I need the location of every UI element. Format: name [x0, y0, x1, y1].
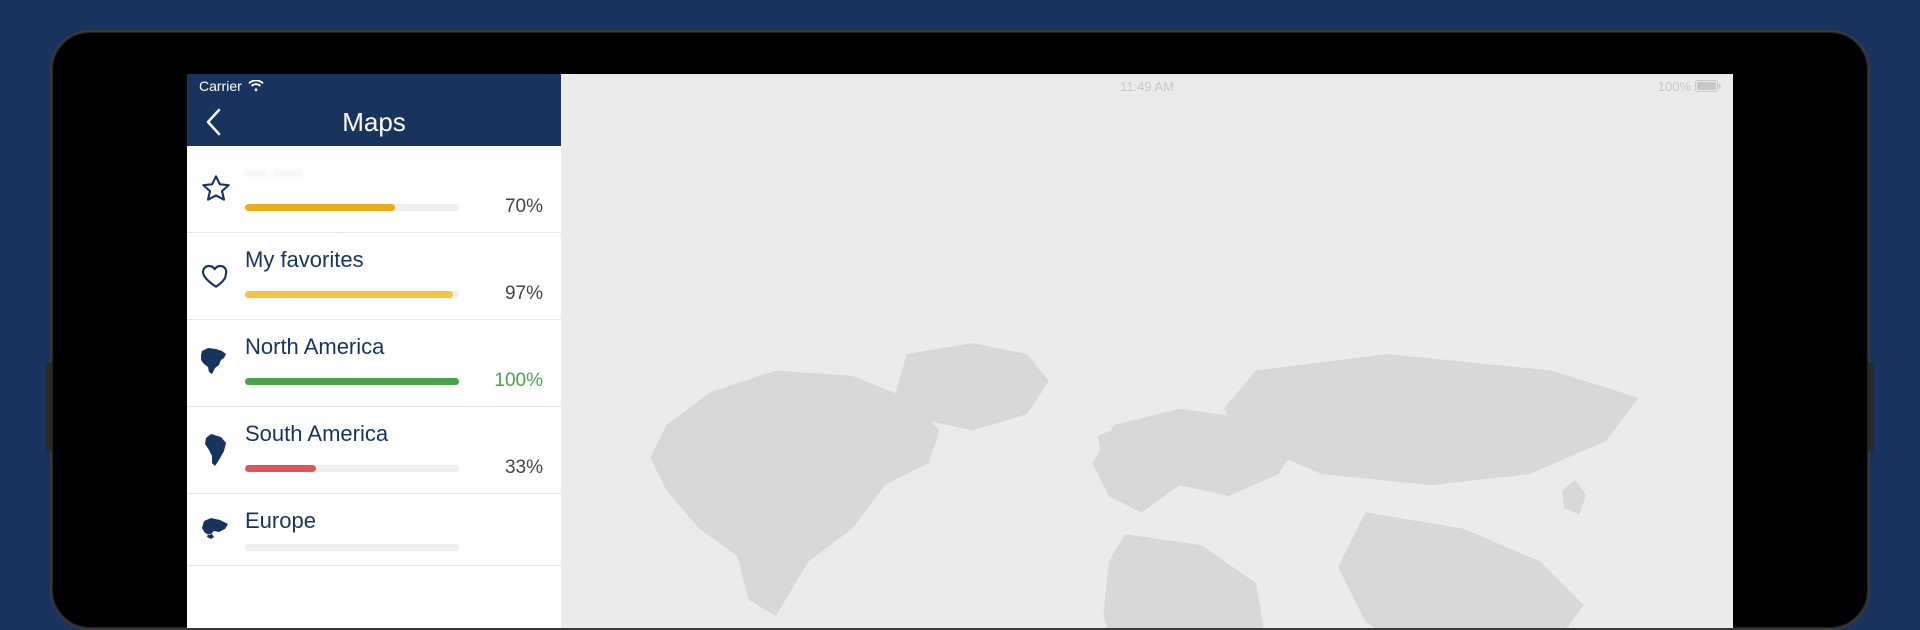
- list-item-label: My favorites: [245, 247, 483, 283]
- list-item-eu[interactable]: Europe: [187, 494, 561, 566]
- na-icon: [187, 345, 245, 381]
- progress-bar: [245, 544, 459, 551]
- progress-bar: [245, 465, 459, 472]
- battery-icon: [1695, 80, 1721, 92]
- sidebar: Carrier Maps ··· ····70%My favorites97%N…: [187, 74, 561, 628]
- progress-percent: 33%: [483, 457, 547, 479]
- progress-bar: [245, 378, 459, 385]
- progress-percent: 100%: [483, 370, 547, 392]
- progress-percent: 70%: [483, 196, 547, 218]
- list-item-label: South America: [245, 421, 483, 457]
- battery-label: 100%: [1658, 79, 1691, 94]
- statusbar-right: 11:49 AM 100%: [561, 74, 1733, 98]
- carrier-label: Carrier: [199, 78, 242, 94]
- list-item-label: ··· ····: [245, 160, 483, 196]
- sidebar-header: Maps: [187, 98, 561, 146]
- main-panel: 11:49 AM 100%: [561, 74, 1733, 628]
- clock: 11:49 AM: [1120, 79, 1174, 94]
- list-item-favorites[interactable]: My favorites97%: [187, 233, 561, 320]
- map-list: ··· ····70%My favorites97%North America1…: [187, 146, 561, 628]
- device-side-button-left: [46, 362, 52, 452]
- world-map[interactable]: [601, 294, 1693, 628]
- statusbar-left: Carrier: [187, 74, 561, 98]
- heart-icon: [187, 260, 245, 292]
- progress-percent: 97%: [483, 283, 547, 305]
- sa-icon: [187, 432, 245, 468]
- page-title: Maps: [187, 107, 561, 138]
- progress-bar: [245, 204, 459, 211]
- list-item-label: North America: [245, 334, 483, 370]
- wifi-icon: [248, 80, 264, 92]
- list-item-na[interactable]: North America100%: [187, 320, 561, 407]
- tablet-screen: Carrier Maps ··· ····70%My favorites97%N…: [187, 74, 1733, 628]
- list-item-mystery[interactable]: ··· ····70%: [187, 146, 561, 233]
- back-button[interactable]: [195, 104, 231, 140]
- tablet-frame: Carrier Maps ··· ····70%My favorites97%N…: [50, 30, 1870, 630]
- list-item-label: Europe: [245, 508, 483, 544]
- list-item-sa[interactable]: South America33%: [187, 407, 561, 494]
- eu-icon: [187, 515, 245, 545]
- battery-indicator: 100%: [1658, 79, 1721, 94]
- device-side-button-right: [1868, 362, 1874, 452]
- star-icon: [187, 173, 245, 205]
- progress-bar: [245, 291, 459, 298]
